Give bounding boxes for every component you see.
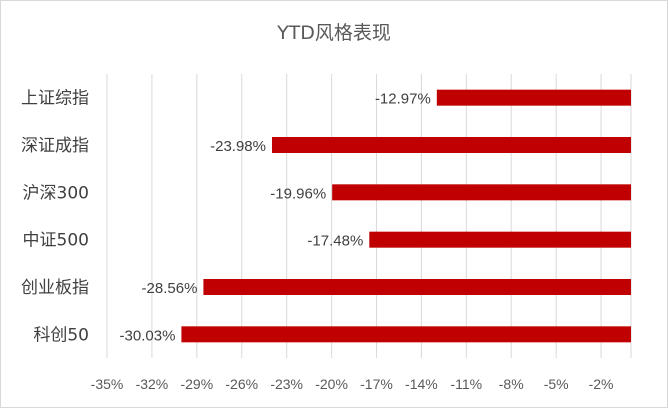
x-tick-label: -26%: [225, 376, 258, 392]
category-label: 科创50: [33, 325, 89, 345]
x-tick-label: -20%: [315, 376, 348, 392]
category-label: 中证500: [23, 231, 89, 251]
x-tick-label: -32%: [136, 376, 169, 392]
x-tick-label: -17%: [360, 376, 393, 392]
x-tick-label: -23%: [270, 376, 303, 392]
data-label: -19.96%: [270, 185, 326, 202]
data-label: -23.98%: [210, 138, 266, 155]
x-tick-label: -29%: [180, 376, 213, 392]
category-label: 创业板指: [21, 278, 89, 298]
x-tick-label: -5%: [544, 376, 569, 392]
x-tick-label: -14%: [405, 376, 438, 392]
bars: [181, 89, 631, 343]
bar: [271, 137, 631, 153]
x-tick-label: -8%: [499, 376, 524, 392]
data-label: -12.97%: [375, 91, 431, 108]
bar: [369, 231, 631, 248]
bar: [436, 89, 631, 106]
data-label: -30.03%: [120, 327, 176, 344]
bar: [181, 326, 631, 343]
data-labels: -12.97% -23.98% -19.96% -17.48% -28.56% -30.0…: [120, 91, 431, 345]
category-label: 深证成指: [21, 136, 89, 156]
bar: [203, 279, 631, 295]
x-tick-label: -2%: [589, 376, 614, 392]
data-label: -17.48%: [307, 233, 363, 250]
bar: [332, 184, 631, 201]
gridlines: [106, 74, 632, 358]
x-axis-tick-labels: -35% -32% -29% -26% -23% -20% -17% -14% -11% -8% -…: [91, 376, 614, 392]
x-tick-label: -11%: [450, 376, 482, 392]
chart-title: YTD风格表现: [276, 22, 391, 44]
x-tick-label: -35%: [91, 376, 124, 392]
category-label: 沪深300: [23, 183, 89, 203]
data-label: -28.56%: [142, 280, 198, 297]
category-label: 上证综指: [21, 89, 89, 109]
